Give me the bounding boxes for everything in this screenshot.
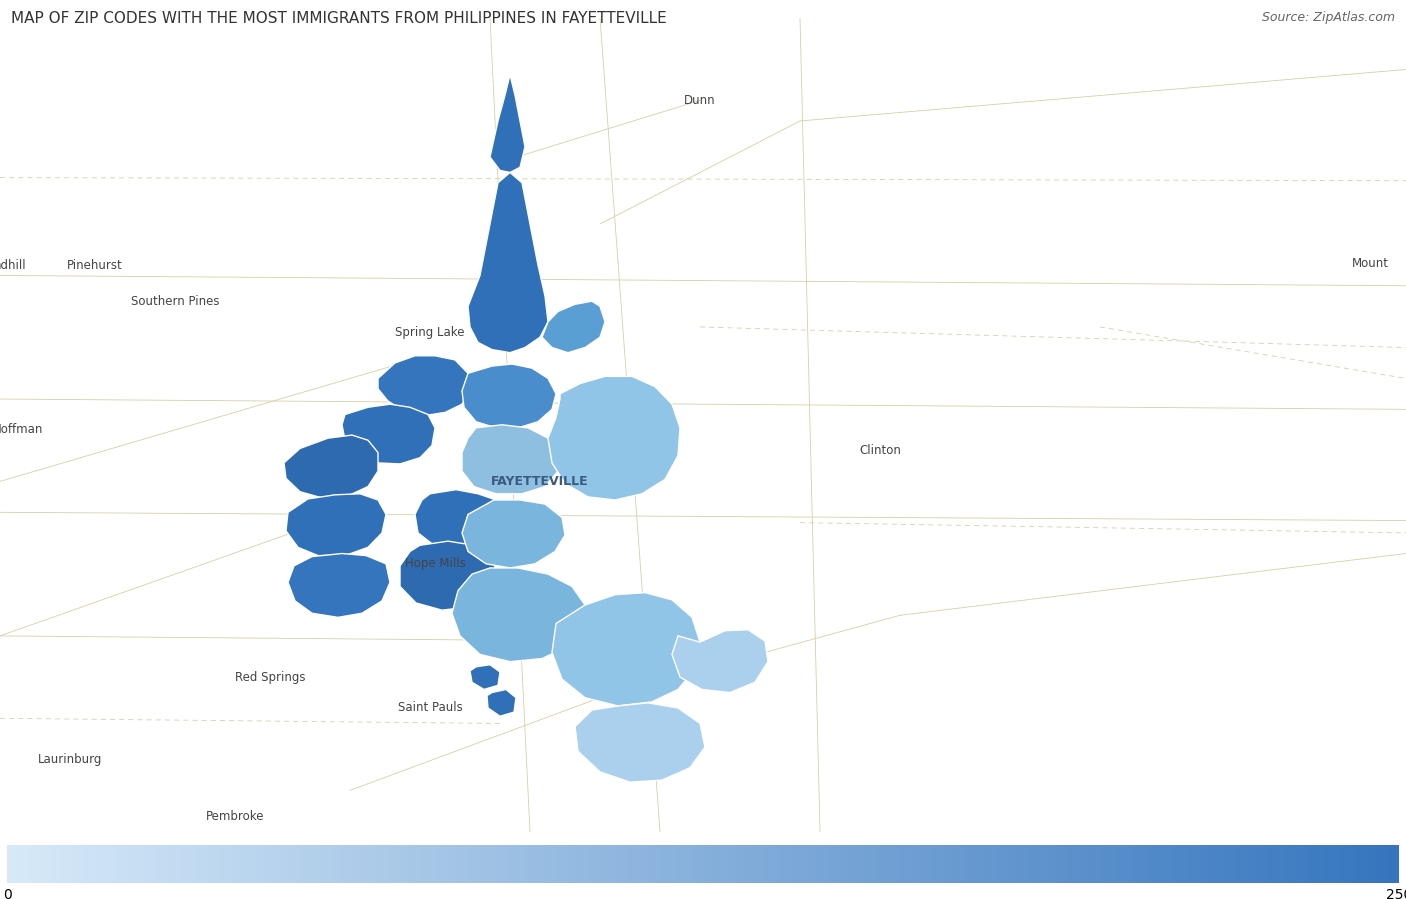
Polygon shape	[463, 364, 555, 428]
Text: Mount: Mount	[1351, 256, 1389, 270]
Text: Hoffman: Hoffman	[0, 423, 44, 436]
Polygon shape	[463, 425, 560, 494]
Polygon shape	[468, 173, 548, 352]
Polygon shape	[288, 554, 389, 618]
Polygon shape	[548, 377, 681, 500]
Text: Pembroke: Pembroke	[205, 810, 264, 823]
Text: FAYETTEVILLE: FAYETTEVILLE	[491, 475, 589, 488]
Polygon shape	[285, 494, 387, 556]
Polygon shape	[575, 703, 704, 782]
Polygon shape	[491, 75, 524, 173]
Polygon shape	[470, 664, 501, 690]
Text: Spring Lake: Spring Lake	[395, 325, 465, 339]
Text: Hope Mills: Hope Mills	[405, 557, 465, 570]
Text: Pinehurst: Pinehurst	[67, 259, 122, 271]
Text: Source: ZipAtlas.com: Source: ZipAtlas.com	[1261, 11, 1395, 23]
Polygon shape	[463, 500, 565, 568]
Text: hdhill: hdhill	[0, 259, 27, 271]
Text: Southern Pines: Southern Pines	[131, 295, 219, 307]
Polygon shape	[399, 541, 498, 610]
Text: Red Springs: Red Springs	[235, 671, 305, 683]
Polygon shape	[672, 629, 768, 692]
Polygon shape	[451, 568, 585, 662]
Polygon shape	[553, 592, 700, 706]
Text: Laurinburg: Laurinburg	[38, 753, 103, 766]
Polygon shape	[342, 405, 434, 464]
Polygon shape	[486, 690, 516, 717]
Polygon shape	[284, 435, 378, 498]
Polygon shape	[541, 301, 605, 352]
Polygon shape	[378, 356, 470, 415]
Text: MAP OF ZIP CODES WITH THE MOST IMMIGRANTS FROM PHILIPPINES IN FAYETTEVILLE: MAP OF ZIP CODES WITH THE MOST IMMIGRANT…	[11, 11, 666, 26]
Text: Clinton: Clinton	[859, 444, 901, 457]
Text: Dunn: Dunn	[685, 93, 716, 107]
Polygon shape	[415, 490, 503, 549]
Text: Saint Pauls: Saint Pauls	[398, 701, 463, 715]
